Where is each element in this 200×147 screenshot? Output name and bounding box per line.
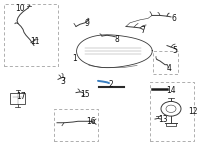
Text: 6: 6	[172, 14, 176, 23]
Text: 1: 1	[73, 54, 77, 63]
Text: 15: 15	[80, 90, 90, 99]
Text: 3: 3	[61, 77, 65, 86]
Text: 2: 2	[109, 80, 113, 89]
Text: 5: 5	[173, 46, 177, 55]
Text: 11: 11	[30, 37, 40, 46]
Text: 14: 14	[166, 86, 176, 95]
Text: 17: 17	[16, 92, 26, 101]
Text: 4: 4	[167, 64, 171, 73]
Text: 10: 10	[15, 4, 25, 13]
Text: 13: 13	[158, 115, 168, 124]
Text: 9: 9	[85, 19, 89, 28]
Text: 8: 8	[115, 35, 119, 44]
Text: 16: 16	[86, 117, 96, 126]
Text: 12: 12	[188, 107, 198, 116]
Text: 7: 7	[141, 26, 145, 35]
